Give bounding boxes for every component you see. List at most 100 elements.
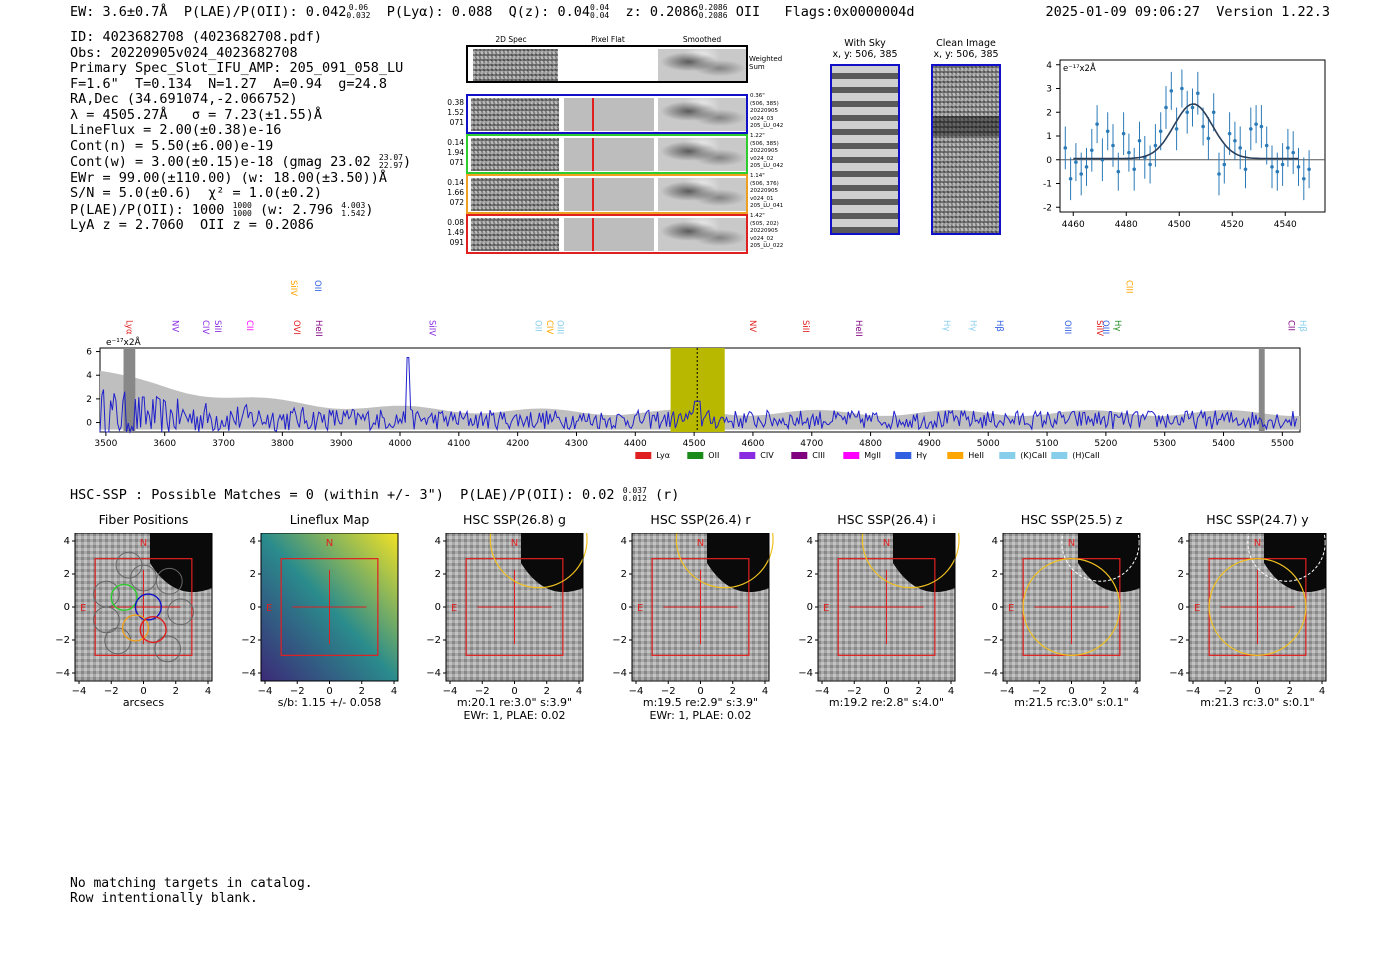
- hsc-title-range: 0.037 0.012: [623, 487, 647, 503]
- footer-line-2: Row intentionally blank.: [70, 891, 258, 906]
- legend-label: CIV: [760, 451, 774, 460]
- legend-label: Lyα: [656, 451, 670, 460]
- plae-value: P(LAE)/P(OII): 0.042: [183, 4, 347, 20]
- panel-ytick-label: −4: [612, 668, 627, 679]
- legend-label: OII: [708, 451, 719, 460]
- panel-xtick-label: −4: [72, 686, 87, 697]
- info-id: ID: 4023682708 (4023682708.pdf): [70, 29, 322, 45]
- contw-text: Cont(w) = 3.00(±0.15)e-18 (gmag 23.02: [70, 154, 371, 170]
- emission-line-label: Hγ: [968, 320, 978, 331]
- zoom-point: [1095, 122, 1099, 126]
- summary-line: EW: 3.6±0.7Å P(LAE)/P(OII): 0.042 0.06 0.0…: [70, 4, 915, 21]
- cutout-right-label: 1.14" (506, 376) 20220905 v024_01 205_LU_041: [750, 173, 795, 211]
- cutout-left-text: 0.38: [447, 98, 464, 107]
- aperture-box: [837, 558, 936, 656]
- cutout-right-text: 205_LU_022: [750, 243, 784, 249]
- east-marker: E: [266, 603, 272, 614]
- panel-caption-line2: EWr: 1, PLAE: 0.02: [649, 709, 752, 722]
- imaging-panel: N E −4−4 −2 −2 0 0 2 2 4 4: [612, 533, 774, 697]
- legend-swatch: [739, 452, 756, 459]
- aperture-ellipse: [675, 533, 774, 589]
- legend-swatch: [635, 452, 652, 459]
- emission-line-label: NV: [747, 320, 757, 332]
- panel-xtick-label: −4: [258, 686, 273, 697]
- hsc-title-text: HSC-SSP : Possible Matches = 0 (within +…: [70, 487, 615, 503]
- zoom-xtick-label: 4520: [1221, 220, 1244, 230]
- north-marker: N: [1254, 538, 1261, 549]
- panel-ytick-label: −2: [55, 635, 70, 646]
- panel-caption: m:20.1 re:3.0" s:3.9" EWr: 1, PLAE: 0.02: [431, 696, 598, 722]
- cutout-left-text: 071: [449, 118, 464, 127]
- panel-xtick-label: 4: [1319, 686, 1325, 697]
- zoom-point: [1296, 165, 1301, 169]
- panel-xtick-label: 2: [730, 686, 736, 697]
- zoom-point: [1211, 110, 1216, 115]
- plae-w-hi: 4.003: [341, 200, 366, 210]
- emission-line-label: Lyα: [124, 320, 134, 335]
- neighbor-ellipse: [1247, 533, 1326, 582]
- legend-swatch: [843, 452, 860, 459]
- cutout-left-text: 1.49: [447, 228, 464, 237]
- flags-value: Flags:0x0000004d: [784, 4, 915, 20]
- cutout-2d: [471, 98, 559, 131]
- cutout-divider: [654, 176, 657, 212]
- detection-info: ID: 4023682708 (4023682708.pdf) Obs: 2022…: [70, 29, 411, 234]
- cutout-divider: [560, 96, 563, 132]
- info-lambda: λ = 4505.27Å σ = 7.23(±1.55)Å: [70, 106, 322, 123]
- emission-line-label: HeII: [853, 320, 863, 337]
- panel-caption: m:21.5 rc:3.0" s:0.1": [988, 696, 1155, 709]
- zoom-point: [1121, 131, 1126, 136]
- cutout-divider: [654, 216, 657, 252]
- zoom-frame: [1059, 59, 1326, 213]
- col-2d-spec: 2D Spec: [495, 35, 527, 44]
- bright-source: [1264, 533, 1326, 593]
- zoom-point: [1137, 138, 1142, 143]
- cutout-right-text: v024_02: [750, 155, 774, 162]
- masked-region: [1258, 348, 1265, 432]
- bright-source: [521, 533, 583, 593]
- z-value: z: 0.2086: [625, 4, 699, 20]
- plae-w: (w: 2.796: [259, 201, 334, 218]
- cutout-right-text: (506, 385): [750, 140, 779, 147]
- z-line: OII: [735, 4, 761, 20]
- panel-xtick-label: 4: [948, 686, 954, 697]
- cutout-divider: [560, 176, 563, 212]
- panel-ytick-label: −2: [1169, 635, 1184, 646]
- cutout-flat: [564, 138, 656, 171]
- zoom-fit-curve: [1073, 103, 1299, 160]
- panel-xtick-label: 2: [916, 686, 922, 697]
- with-sky-xy: x, y: 506, 385: [832, 49, 898, 60]
- zoom-point: [1063, 146, 1068, 150]
- spectrum-error-band: [100, 370, 1300, 430]
- panel-ytick-label: 0: [1178, 602, 1184, 613]
- fiber-circle: [115, 551, 143, 579]
- zoom-point: [1302, 176, 1306, 181]
- spectrum-xtick-label: 3800: [271, 439, 294, 449]
- panel-xtick-label: −2: [661, 686, 676, 697]
- fiber-circle: [104, 627, 132, 655]
- info-ewr: EWr = 99.00(±110.00) (w: 18.00(±3.50))Å: [70, 169, 387, 186]
- spectrum-xtick-label: 3600: [153, 439, 176, 449]
- panel-xtick-label: −2: [847, 686, 862, 697]
- panel-ytick-label: −2: [426, 635, 441, 646]
- panel-ytick-label: 2: [435, 569, 441, 580]
- aperture-box: [465, 558, 564, 656]
- neighbor-ellipse: [1061, 533, 1140, 582]
- spectrum-xtick-label: 3900: [330, 439, 353, 449]
- cutout-smooth: [658, 138, 746, 171]
- legend-swatch: [791, 452, 808, 459]
- emission-line-label: NV: [169, 320, 179, 332]
- info-plae: P(LAE)/P(OII): 1000 1000 1000 (w: 2.796 4…: [70, 200, 411, 219]
- info-lineflux: LineFlux = 2.00(±0.38)e-16: [70, 122, 282, 138]
- qz-lo: 0.04: [589, 11, 610, 20]
- cutout-right-text: v024_02: [750, 235, 774, 242]
- east-marker: E: [637, 603, 643, 614]
- cutout-right-label: 0.36" (506, 385) 20220905 v024_03 205_LU_042: [750, 93, 795, 131]
- emission-line-label: SiII: [800, 320, 810, 333]
- weighted-smooth: [658, 49, 746, 81]
- imaging-panel: N E −4−4 −2 −2 0 0 2 2 4 4: [55, 533, 213, 697]
- cutout-row: [466, 134, 748, 174]
- east-marker: E: [80, 603, 86, 614]
- zoom-point: [1180, 86, 1184, 91]
- contw-lo: 22.97: [378, 161, 403, 170]
